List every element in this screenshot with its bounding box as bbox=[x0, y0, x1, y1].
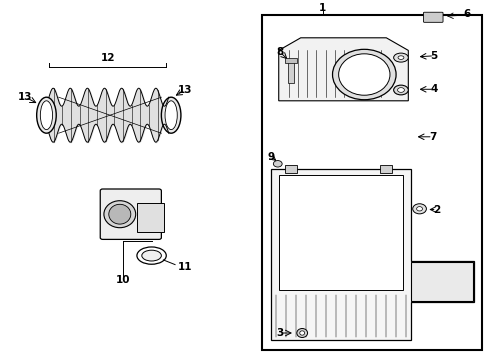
Text: 8: 8 bbox=[276, 47, 283, 57]
Text: 13: 13 bbox=[18, 92, 33, 102]
Ellipse shape bbox=[161, 97, 181, 133]
Ellipse shape bbox=[393, 53, 407, 62]
Ellipse shape bbox=[397, 56, 403, 59]
FancyBboxPatch shape bbox=[100, 189, 161, 239]
Text: 2: 2 bbox=[432, 204, 439, 215]
Ellipse shape bbox=[397, 88, 404, 93]
FancyBboxPatch shape bbox=[423, 12, 442, 22]
Ellipse shape bbox=[142, 250, 161, 261]
Polygon shape bbox=[271, 169, 473, 340]
Ellipse shape bbox=[108, 204, 130, 224]
Text: 12: 12 bbox=[100, 53, 115, 63]
Bar bbox=[410, 262, 472, 301]
Ellipse shape bbox=[37, 97, 56, 133]
Text: 6: 6 bbox=[463, 9, 469, 19]
Ellipse shape bbox=[40, 101, 53, 130]
Ellipse shape bbox=[296, 328, 307, 338]
Text: 7: 7 bbox=[428, 132, 436, 142]
Text: 9: 9 bbox=[267, 152, 274, 162]
Text: 11: 11 bbox=[177, 262, 192, 272]
Ellipse shape bbox=[299, 331, 304, 335]
Text: 1: 1 bbox=[319, 3, 325, 13]
Text: 10: 10 bbox=[116, 275, 130, 285]
Bar bbox=[137, 203, 163, 232]
Text: 4: 4 bbox=[429, 84, 437, 94]
Ellipse shape bbox=[416, 207, 422, 211]
Bar bbox=[278, 175, 403, 290]
Text: 13: 13 bbox=[177, 85, 192, 95]
Text: 5: 5 bbox=[430, 51, 437, 61]
Ellipse shape bbox=[332, 49, 395, 100]
Bar bbox=[380, 165, 391, 173]
Ellipse shape bbox=[412, 204, 426, 214]
Ellipse shape bbox=[393, 85, 407, 95]
Ellipse shape bbox=[338, 54, 389, 95]
Ellipse shape bbox=[103, 201, 136, 228]
Text: 3: 3 bbox=[276, 328, 283, 338]
Ellipse shape bbox=[137, 247, 166, 264]
Bar bbox=[261, 15, 481, 350]
Bar bbox=[285, 165, 296, 173]
Polygon shape bbox=[278, 38, 407, 101]
Ellipse shape bbox=[273, 161, 282, 167]
Bar bbox=[287, 61, 294, 83]
Ellipse shape bbox=[164, 101, 177, 130]
Bar bbox=[284, 58, 297, 63]
